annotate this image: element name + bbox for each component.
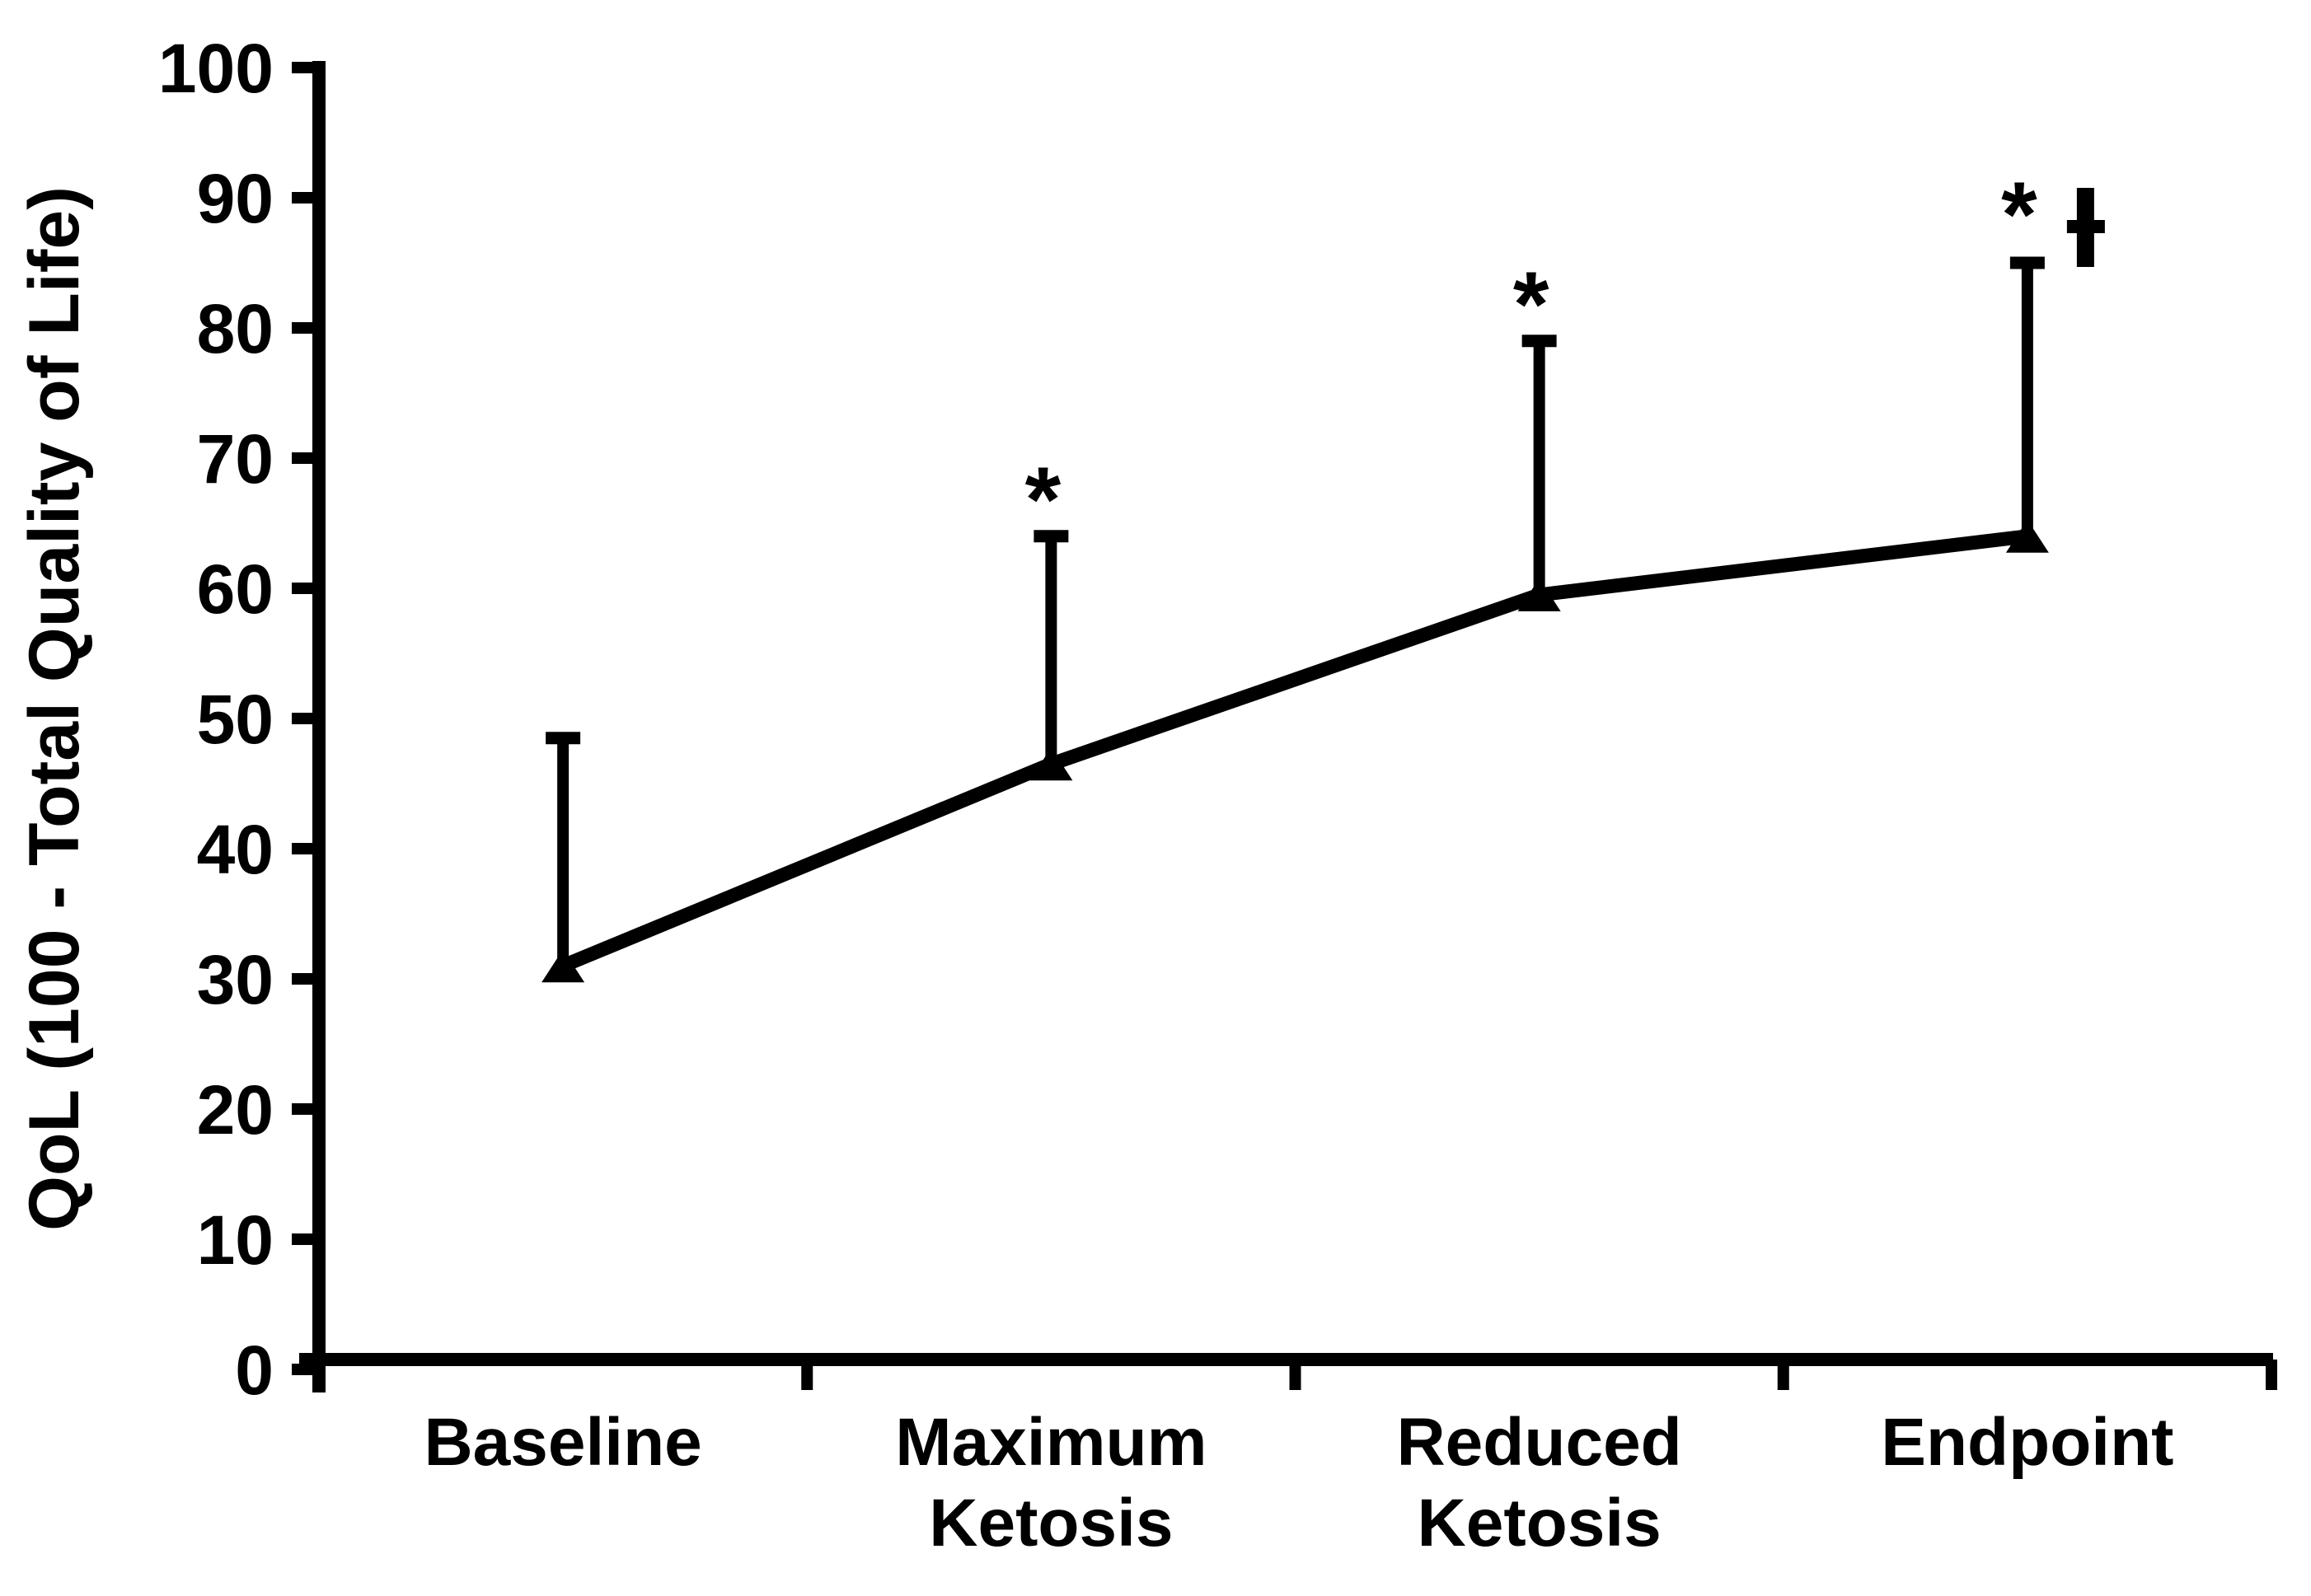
y-tick-label: 100 [158,30,274,107]
y-tick-label: 70 [197,420,274,498]
y-tick-label: 40 [197,811,274,888]
significance-dagger-icon [2066,220,2105,233]
significance-asterisk: * [2001,163,2037,266]
x-category-label: Maximum [895,1405,1207,1480]
y-tick-label: 20 [197,1071,274,1149]
x-category-label: Ketosis [929,1486,1173,1561]
marker-triangle [541,949,585,983]
y-tick-label: 90 [197,160,274,237]
y-axis-title: QoL (100 - Total Quality of Life) [15,186,94,1231]
x-category-label: Endpoint [1881,1405,2173,1480]
x-category-label: Reduced [1396,1405,1681,1480]
y-tick-label: 30 [197,941,274,1018]
significance-asterisk: * [1513,253,1549,356]
marker-triangle [1029,747,1073,781]
x-category-label: Baseline [424,1405,701,1480]
y-tick-label: 80 [197,290,274,367]
y-tick-label: 0 [235,1332,274,1409]
significance-asterisk: * [1025,448,1062,551]
y-tick-label: 10 [197,1201,274,1279]
y-tick-label: 50 [197,681,274,758]
data-line [560,529,2028,973]
y-tick-label: 60 [197,550,274,628]
marker-triangle [2005,519,2049,553]
x-category-label: Ketosis [1418,1486,1662,1561]
marker-triangle [1517,578,1561,611]
